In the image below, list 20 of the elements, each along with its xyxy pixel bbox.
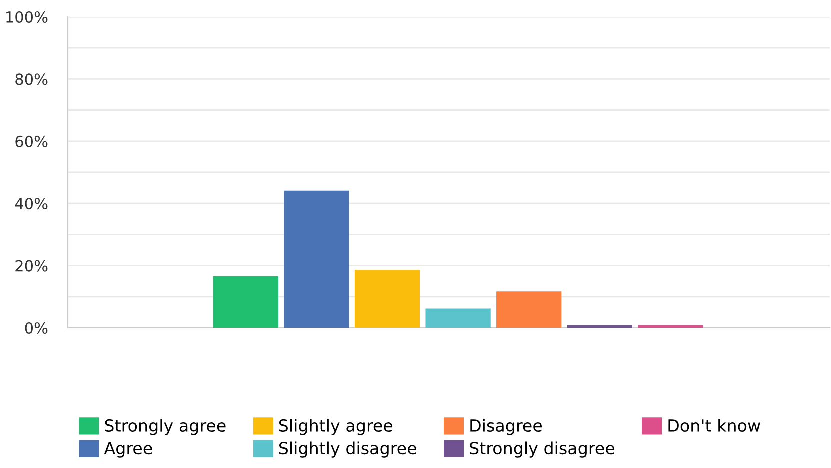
bar <box>213 276 278 328</box>
legend-label: Strongly disagree <box>470 442 615 458</box>
bar <box>496 292 562 328</box>
y-tick-label: 60% <box>16 136 48 148</box>
legend-label: Agree <box>104 442 152 458</box>
bar <box>567 325 632 328</box>
legend-label: Slightly disagree <box>279 442 416 458</box>
y-tick-label: 20% <box>16 260 48 272</box>
legend-label: Slightly agree <box>279 419 393 436</box>
y-tick-label: 80% <box>16 74 48 86</box>
bar <box>284 190 350 328</box>
y-tick-label: 0% <box>25 322 48 334</box>
bar <box>426 308 491 328</box>
y-tick-label: 40% <box>15 198 48 210</box>
y-tick-label: 100% <box>6 11 48 24</box>
bar <box>354 270 420 328</box>
legend-label: Disagree <box>470 419 542 436</box>
bar <box>638 325 704 328</box>
legend-label: Don't know <box>668 419 760 432</box>
legend-label: Strongly agree <box>105 419 226 436</box>
